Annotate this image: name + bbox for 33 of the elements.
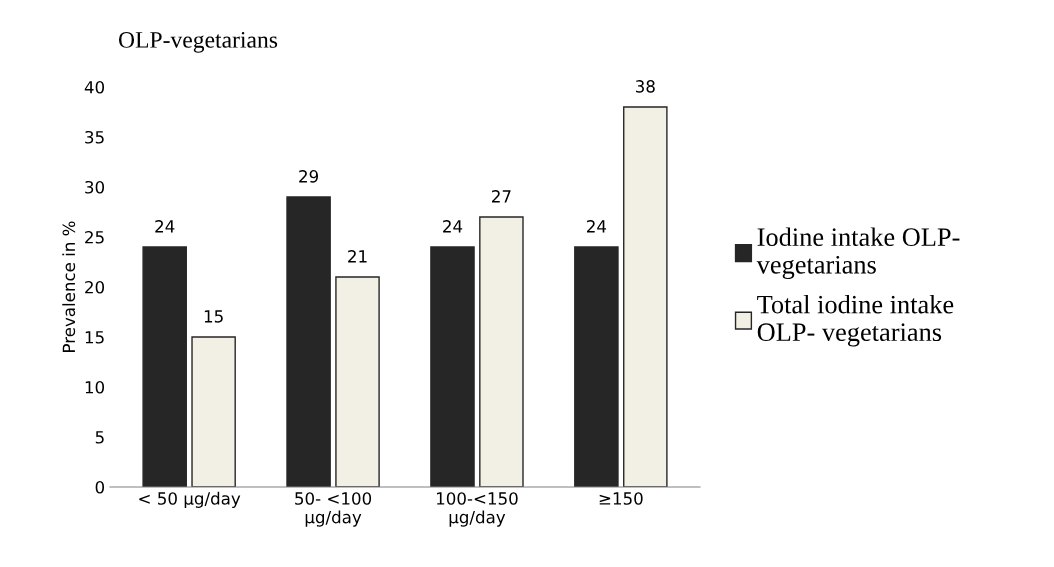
y-tick-label: 15 [85,331,104,344]
y-axis-title: Prevalence in % [62,221,76,352]
y-tick-label: 25 [85,230,104,244]
bar [142,246,187,487]
data-label: 21 [348,250,367,263]
y-tick-label: 5 [95,431,104,444]
x-tick-label: 100-<150 µg/day [436,492,518,527]
bar [335,276,380,487]
y-tick-label: 10 [85,380,105,394]
legend-label: Iodine intake OLP- vegetarians [756,227,960,280]
data-label: 15 [204,310,223,323]
bar [286,196,331,487]
y-tick-label: 35 [85,130,104,144]
data-label: 24 [587,220,607,233]
data-label: 24 [155,220,175,233]
data-label: 29 [299,170,319,183]
chart-title: OLP-vegetarians [118,31,278,53]
data-label: 38 [635,80,655,93]
data-label: 27 [492,190,511,203]
x-tick-label: ≥150 [599,492,643,505]
bar [430,246,475,487]
x-tick-label: < 50 µg/day [139,491,241,508]
bar [574,246,619,487]
legend-label: Total iodine intake OLP- vegetarians [757,294,954,347]
x-tick-label: 50- <100 µg/day [295,492,372,527]
bar [191,336,236,487]
y-tick-label: 40 [84,80,105,94]
bar [479,216,524,487]
bar [623,106,668,487]
data-label: 24 [443,220,463,233]
y-tick-label: 0 [95,480,105,494]
y-tick-label: 30 [85,180,105,194]
y-tick-label: 20 [85,280,105,294]
